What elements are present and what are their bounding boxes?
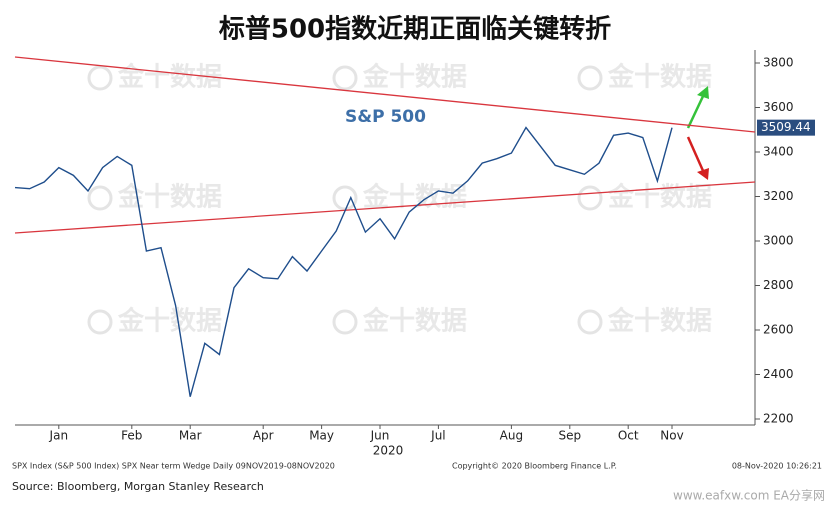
y-tick-label: 3400 [763, 145, 794, 159]
source: Source: Bloomberg, Morgan Stanley Resear… [12, 480, 264, 493]
watermark: 金十数据 [607, 62, 712, 93]
watermark-icon [332, 309, 358, 335]
x-tick-label: Jan [49, 429, 69, 443]
watermark-icon [577, 65, 603, 91]
down-arrow [686, 136, 706, 174]
x-tick-label: May [309, 429, 334, 443]
x-tick-label: Mar [179, 429, 202, 443]
watermark-icon [577, 309, 603, 335]
watermark: 金十数据 [362, 306, 467, 337]
last-value-label: 3509.44 [761, 120, 811, 134]
site: www.eafxw.com EA分享网 [673, 488, 825, 503]
y-tick-label: 3200 [763, 189, 794, 203]
watermark-icon [87, 65, 113, 91]
y-tick-label: 3600 [763, 100, 794, 114]
footer-left: SPX Index (S&P 500 Index) SPX Near term … [12, 462, 335, 471]
down-arrowhead [697, 168, 709, 180]
x-tick-label: Aug [500, 429, 523, 443]
x-tick-label: Jul [430, 429, 445, 443]
y-tick-label: 2800 [763, 278, 794, 292]
watermark-icon [87, 185, 113, 211]
trend-line [14, 56, 756, 133]
x-tick-label: Sep [558, 429, 581, 443]
y-tick-label: 3000 [763, 234, 794, 248]
watermark-icon [87, 309, 113, 335]
watermark: 金十数据 [117, 62, 222, 93]
watermark: 金十数据 [117, 306, 222, 337]
up-arrowhead [697, 86, 709, 99]
y-tick-label: 2200 [763, 412, 794, 426]
watermark-icon [332, 65, 358, 91]
year-label: 2020 [373, 444, 404, 458]
last-value-box [757, 119, 815, 136]
y-tick-label: 2600 [763, 323, 794, 337]
chart-title: 标普500指数近期正面临关键转折 [219, 14, 611, 45]
series-label: S&P 500 [345, 107, 426, 127]
watermark: 金十数据 [607, 306, 712, 337]
watermark: 金十数据 [362, 62, 467, 93]
x-tick-label: Nov [660, 429, 683, 443]
x-tick-label: Apr [253, 429, 274, 443]
footer-right: 08-Nov-2020 10:26:21 [732, 462, 822, 471]
x-tick-label: Oct [618, 429, 639, 443]
price-line [14, 126, 673, 397]
watermark-icon [332, 185, 358, 211]
watermark-icon [577, 185, 603, 211]
y-tick-label: 3800 [763, 56, 794, 70]
watermark: 金十数据 [117, 182, 222, 213]
x-tick-label: Feb [121, 429, 142, 443]
x-tick-label: Jun [370, 429, 390, 443]
trend-line [14, 181, 756, 234]
up-arrow [686, 91, 707, 129]
y-tick-label: 2400 [763, 367, 794, 381]
footer-mid: Copyright© 2020 Bloomberg Finance L.P. [452, 462, 617, 471]
